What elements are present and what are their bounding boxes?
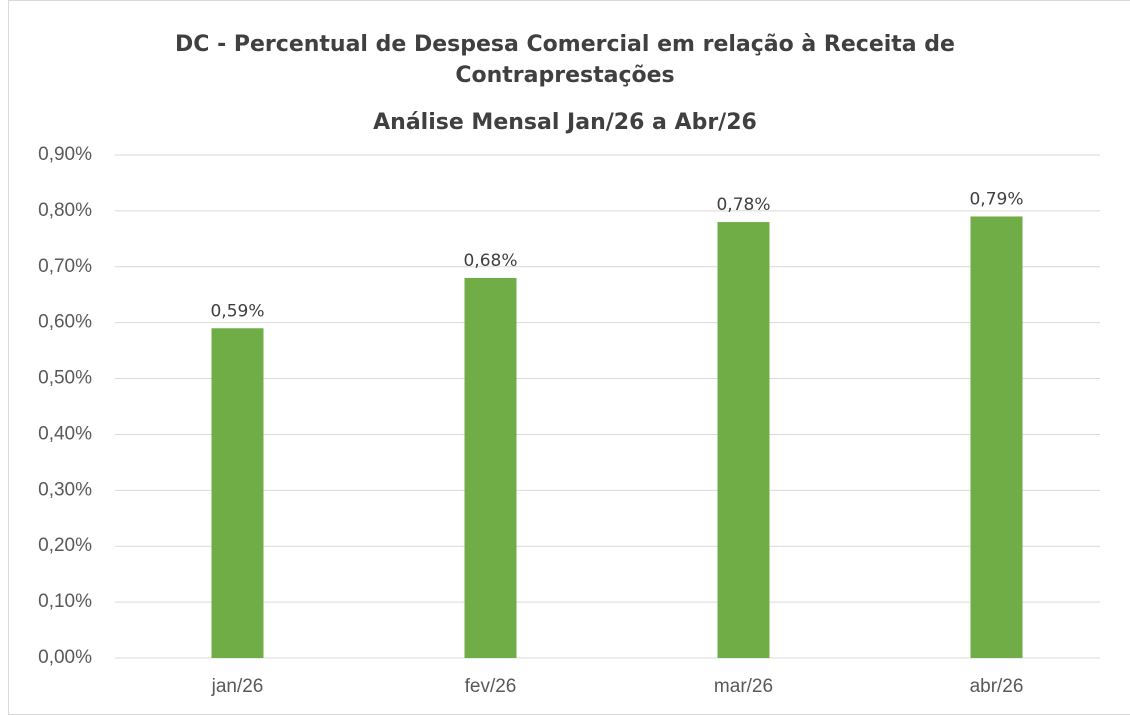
y-tick-label: 0,50% (38, 368, 92, 389)
y-tick-label: 0,70% (38, 256, 92, 277)
x-tick-label: jan/26 (211, 676, 264, 697)
y-tick-label: 0,90% (38, 144, 92, 165)
y-tick-label: 0,40% (38, 423, 92, 444)
y-tick-label: 0,30% (38, 479, 92, 500)
x-tick-label: abr/26 (970, 676, 1024, 697)
x-tick-label: mar/26 (714, 676, 773, 697)
y-tick-label: 0,60% (38, 312, 92, 333)
bar (970, 216, 1023, 658)
x-tick-label: fev/26 (465, 676, 517, 697)
data-label: 0,78% (716, 195, 770, 215)
bar (211, 328, 264, 658)
y-tick-label: 0,00% (38, 647, 92, 668)
chart-subtitle: Análise Mensal Jan/26 a Abr/26 (373, 110, 757, 135)
data-label: 0,59% (210, 301, 264, 321)
y-tick-label: 0,80% (38, 200, 92, 221)
data-label: 0,68% (463, 251, 517, 271)
y-tick-label: 0,10% (38, 591, 92, 612)
y-tick-label: 0,20% (38, 535, 92, 556)
bar (717, 222, 770, 659)
chart-title: DC - Percentual de Despesa Comercial em … (175, 32, 955, 88)
bar (464, 277, 517, 658)
data-label: 0,79% (969, 189, 1023, 209)
